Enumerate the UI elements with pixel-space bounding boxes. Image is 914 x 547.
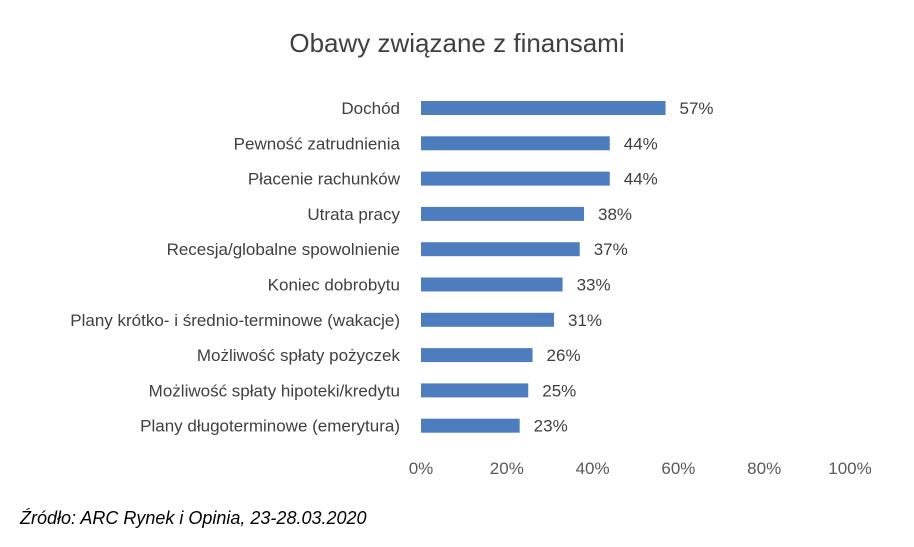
category-label: Recesja/globalne spowolnienie xyxy=(167,240,400,259)
x-tick-label: 100% xyxy=(828,459,871,478)
category-label: Możliwość spłaty pożyczek xyxy=(197,346,401,365)
value-label: 26% xyxy=(547,346,581,365)
category-label: Plany długoterminowe (emerytura) xyxy=(140,417,400,436)
category-label: Dochód xyxy=(341,99,400,118)
category-label: Utrata pracy xyxy=(307,205,400,224)
chart-title: Obawy związane z finansami xyxy=(289,28,625,58)
bar xyxy=(421,277,563,292)
x-tick-label: 80% xyxy=(747,459,781,478)
bar xyxy=(421,136,610,151)
x-tick-label: 20% xyxy=(490,459,524,478)
bar xyxy=(421,206,585,221)
value-label: 57% xyxy=(680,99,714,118)
bar xyxy=(421,418,520,433)
category-label: Płacenie rachunków xyxy=(248,170,401,189)
x-tick-label: 60% xyxy=(661,459,695,478)
source-note: Źródło: ARC Rynek i Opinia, 23-28.03.202… xyxy=(20,508,367,528)
x-tick-label: 40% xyxy=(576,459,610,478)
bar xyxy=(421,242,580,257)
category-label: Pewność zatrudnienia xyxy=(234,134,401,153)
x-tick-label: 0% xyxy=(409,459,434,478)
value-label: 38% xyxy=(598,205,632,224)
value-label: 37% xyxy=(594,240,628,259)
bar xyxy=(421,101,666,115)
value-label: 25% xyxy=(542,381,576,400)
value-label: 44% xyxy=(624,134,658,153)
bar xyxy=(421,348,533,363)
value-label: 44% xyxy=(624,170,658,189)
category-label: Koniec dobrobytu xyxy=(268,276,400,295)
chart-plot: Dochód 57% Pewność zatrudnienia 44% Płacenie… xyxy=(70,99,871,478)
bar xyxy=(421,171,610,186)
bar xyxy=(421,312,554,327)
value-label: 31% xyxy=(568,311,602,330)
category-label: Plany krótko- i średnio-terminowe (wakac… xyxy=(70,311,400,330)
value-label: 33% xyxy=(577,276,611,295)
bar xyxy=(421,383,529,398)
value-label: 23% xyxy=(534,417,568,436)
category-label: Możliwość spłaty hipoteki/kredytu xyxy=(149,381,400,400)
